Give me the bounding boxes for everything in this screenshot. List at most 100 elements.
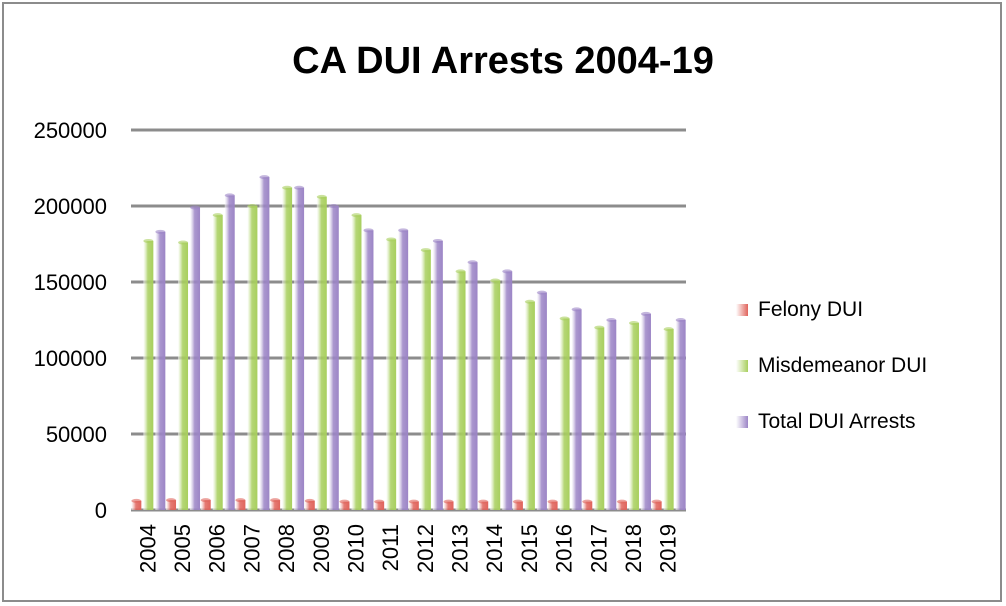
y-tick-label: 150000 [34, 270, 107, 295]
legend-item-felony: Felony DUI [736, 282, 927, 338]
bar-misdemeanor-2017 [594, 327, 605, 510]
bar-top [316, 194, 327, 199]
bar-top [490, 278, 501, 283]
bar-top [224, 193, 235, 198]
x-tick-label: 2012 [413, 524, 438, 573]
y-tick-label: 0 [95, 498, 107, 523]
x-tick-label: 2016 [552, 524, 577, 573]
bar-felony-2014 [478, 501, 489, 510]
bar-misdemeanor-2005 [178, 242, 189, 511]
bar-misdemeanor-2011 [386, 239, 397, 510]
bar-total-2009 [328, 206, 339, 510]
bar-total-2014 [502, 271, 513, 510]
bar-top [582, 499, 593, 504]
bar-felony-2006 [200, 500, 211, 510]
bar-misdemeanor-2007 [247, 206, 258, 510]
x-tick-label: 2006 [205, 524, 230, 573]
bar-top [455, 269, 466, 274]
legend-swatch-total [736, 416, 748, 428]
bar-top [628, 321, 639, 326]
bar-misdemeanor-2016 [559, 318, 570, 510]
bar-top [351, 213, 362, 218]
bar-misdemeanor-2015 [524, 301, 535, 510]
bar-felony-2012 [408, 501, 419, 510]
x-tick-label: 2004 [135, 524, 160, 573]
bar-total-2008 [294, 187, 305, 510]
bar-top [363, 228, 374, 233]
bar-top [131, 498, 142, 503]
bar-misdemeanor-2019 [663, 329, 674, 510]
bar-top [282, 185, 293, 190]
bar-top [386, 237, 397, 242]
bar-misdemeanor-2006 [212, 215, 223, 510]
bar-top [663, 327, 674, 332]
bar-total-2011 [398, 230, 409, 510]
bar-total-2015 [536, 292, 547, 510]
bar-top [408, 499, 419, 504]
y-tick-label: 50000 [46, 422, 107, 447]
bar-top [675, 318, 686, 322]
bar-top [651, 499, 662, 504]
bar-top [420, 248, 431, 253]
bar-top [178, 240, 189, 245]
y-tick-label: 100000 [34, 346, 107, 371]
bar-total-2005 [190, 207, 201, 510]
bar-top [143, 238, 154, 243]
bar-top [559, 316, 570, 321]
x-tick-label: 2007 [239, 524, 264, 573]
bar-top [467, 260, 478, 265]
legend-item-misdemeanor: Misdemeanor DUI [736, 338, 927, 394]
bar-top [304, 498, 315, 503]
y-tick-label: 200000 [34, 194, 107, 219]
x-tick-label: 2005 [170, 524, 195, 573]
bar-total-2013 [467, 262, 478, 510]
bar-top [339, 499, 350, 504]
bar-top [200, 498, 211, 503]
bar-felony-2017 [582, 501, 593, 510]
bar-misdemeanor-2013 [455, 271, 466, 510]
bar-top [259, 175, 270, 180]
bar-top [235, 498, 246, 503]
bar-top [212, 213, 223, 218]
legend-label-misdemeanor: Misdemeanor DUI [758, 354, 928, 377]
legend-label-felony: Felony DUI [758, 298, 864, 321]
bar-top [398, 228, 409, 233]
x-tick-label: 2008 [274, 524, 299, 573]
legend-swatch-felony [736, 304, 748, 316]
bar-misdemeanor-2009 [316, 196, 327, 510]
bar-total-2017 [606, 320, 617, 510]
bar-felony-2013 [443, 501, 454, 510]
bar-misdemeanor-2004 [143, 240, 154, 510]
bar-total-2007 [259, 177, 270, 510]
legend: Felony DUI Misdemeanor DUI Total DUI Arr… [736, 282, 927, 450]
x-tick-label: 2017 [586, 524, 611, 573]
bar-misdemeanor-2010 [351, 215, 362, 510]
legend-swatch-misdemeanor [736, 360, 748, 372]
x-tick-label: 2009 [309, 524, 334, 573]
bar-total-2019 [675, 320, 686, 510]
chart-title: CA DUI Arrests 2004-19 [292, 40, 714, 82]
x-tick-label: 2014 [482, 524, 507, 573]
bar-total-2010 [363, 230, 374, 510]
y-axis-ticks: 0 50000 100000 150000 200000 250000 [34, 118, 107, 523]
bar-misdemeanor-2014 [490, 280, 501, 510]
bar-top [594, 325, 605, 330]
gridlines [131, 128, 686, 512]
bar-felony-2016 [547, 501, 558, 510]
bar-total-2004 [155, 231, 166, 510]
bar-top [294, 185, 305, 190]
bar-top [270, 498, 281, 503]
bar-felony-2007 [235, 500, 246, 510]
bar-total-2006 [224, 195, 235, 511]
bar-misdemeanor-2008 [282, 187, 293, 510]
bar-felony-2010 [339, 501, 350, 510]
bar-felony-2019 [651, 501, 662, 510]
bar-top [432, 238, 443, 243]
x-tick-label: 2010 [343, 524, 368, 573]
bar-top [536, 290, 547, 295]
x-tick-label: 2013 [448, 524, 473, 573]
x-axis-ticks: 2004 2005 2006 2007 2008 2009 2010 2011 2012 2013… [135, 524, 680, 573]
bar-top [512, 499, 523, 504]
bar-top [616, 499, 627, 504]
x-tick-label: 2019 [656, 524, 681, 573]
